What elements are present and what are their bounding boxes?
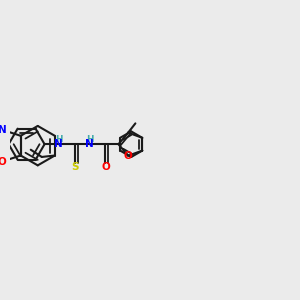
- Text: H: H: [55, 135, 63, 144]
- Text: N: N: [0, 125, 6, 135]
- Text: S: S: [71, 161, 79, 172]
- Text: N: N: [85, 139, 94, 149]
- Text: O: O: [101, 161, 110, 172]
- Text: O: O: [124, 151, 133, 161]
- Text: H: H: [86, 135, 93, 144]
- Text: N: N: [54, 139, 62, 149]
- Text: O: O: [0, 157, 6, 166]
